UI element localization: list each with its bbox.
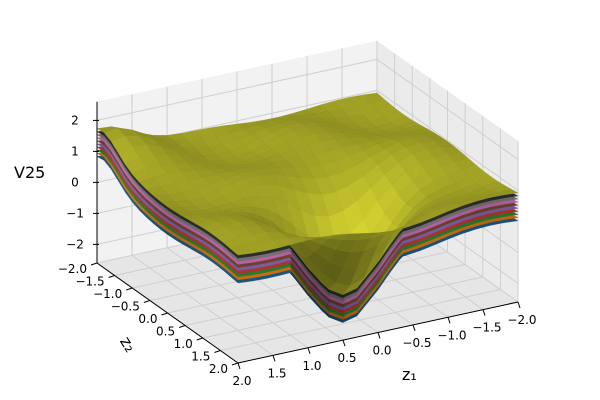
y-tick [161,312,168,316]
x-tick [482,309,486,316]
x-tick [517,301,521,309]
wall-grid-z [376,58,519,160]
surface-layer-9 [96,92,519,295]
x-tick [342,339,346,347]
x-tick [377,332,381,339]
x-tick [447,317,451,324]
x-tick-label: 1.5 [267,366,286,380]
y-tick-label: −1.0 [93,287,122,301]
wall-grid-z [376,89,519,191]
z-tick-label: 2 [71,113,79,127]
x-tick [237,362,241,370]
y-tick [196,337,203,341]
x-tick-label: 0.5 [337,351,356,365]
x-tick [272,355,276,362]
wall-grid-z [96,58,378,121]
y-tick [214,350,221,353]
x-axis-label: z₁ [402,365,417,384]
y-tick [143,300,151,303]
y-tick-label: 0.5 [156,325,175,339]
x-tick-label: 2.0 [232,374,251,388]
x-tick-label: −1.0 [437,328,466,342]
z-tick-label: 1 [71,144,79,158]
surface-layers [96,92,519,323]
y-tick-label: 2.0 [209,362,228,376]
x-tick [307,347,311,354]
surface-patch [230,245,253,256]
y-tick-label: −2.0 [58,262,87,276]
z-tick-label: 0 [71,175,79,189]
x-tick [412,324,416,332]
z-tick-label: −2 [66,237,84,251]
x-tick-label: 0.0 [372,344,391,358]
x-tick-label: −2.0 [507,313,536,327]
axis-ticks: 210−1−2−2.0−1.5−1.0−0.50.00.51.01.52.02.… [58,101,537,388]
z-axis-label: V25 [14,163,45,182]
y-tick-label: −1.5 [75,275,104,289]
x-tick-label: −1.5 [472,321,501,335]
floor-grid-y [220,289,501,351]
y-tick-label: −0.5 [111,300,140,314]
y-tick-label: 1.0 [174,337,193,351]
x-tick-label: −0.5 [402,336,431,350]
y-tick [231,362,239,366]
y-tick [90,262,98,266]
y-tick [126,287,133,291]
y-tick [178,325,186,328]
z-tick-label: −1 [66,206,84,220]
x-tick-label: 1.0 [302,359,321,373]
y-axis-label: z₂ [116,333,140,356]
y-tick-label: 1.5 [191,350,210,364]
y-tick [108,275,115,278]
y-tick-label: 0.0 [138,312,157,326]
